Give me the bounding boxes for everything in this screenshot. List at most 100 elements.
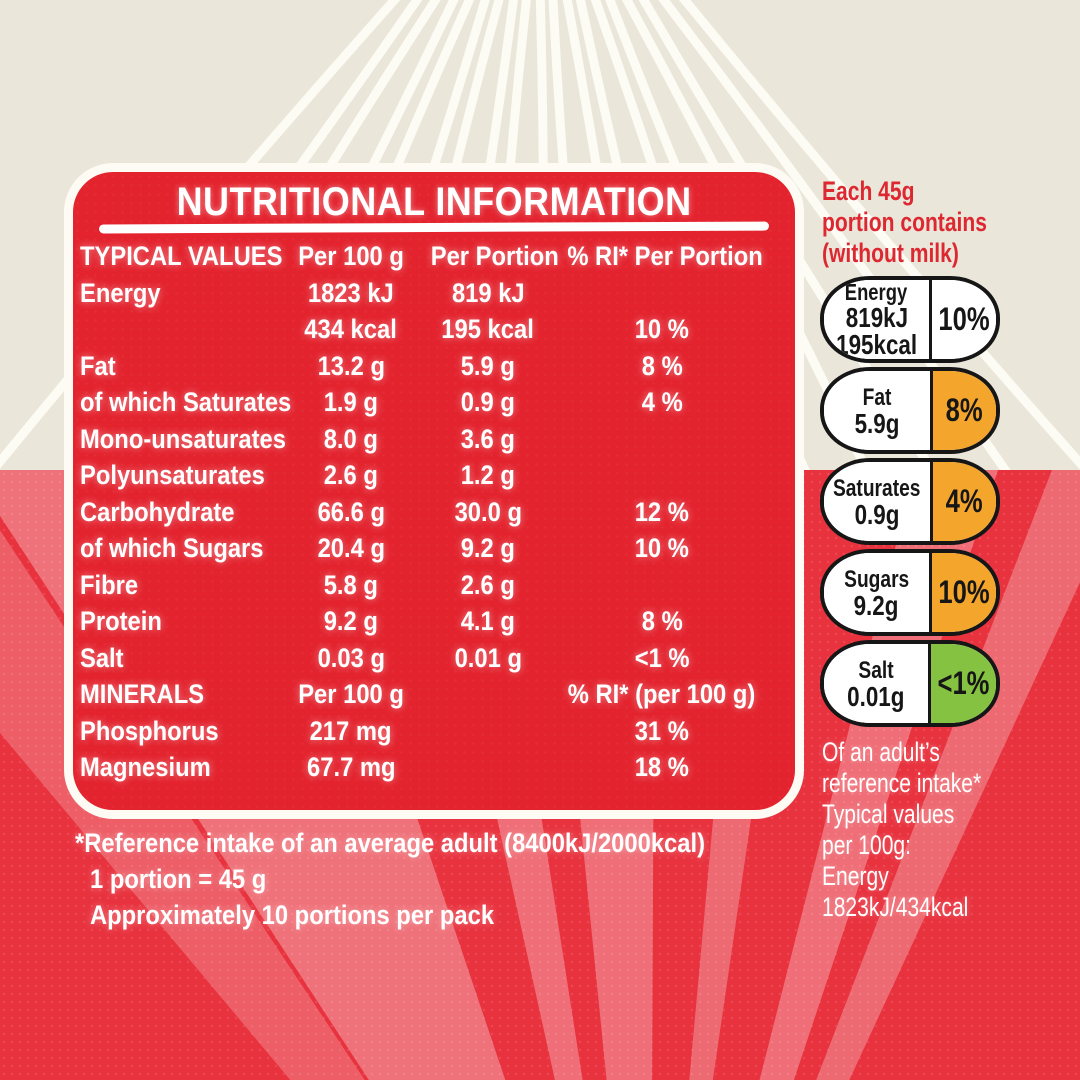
row-kcal-ri: 10 % (634, 314, 690, 344)
pill-salt-name: Salt (858, 656, 894, 684)
pill-saturates-name: Saturates (833, 474, 921, 502)
row-kcal-label (80, 311, 280, 348)
row-of-which-sugars-portion: 9.2 g (460, 533, 516, 563)
pill-energy-name: Energy (845, 279, 908, 305)
nutrition-table: TYPICAL VALUES Per 100 g Per Portion % R… (80, 238, 770, 786)
row-salt-portion: 0.01 g (454, 642, 522, 673)
row-mono-unsaturates-label: Mono-unsaturates (80, 423, 286, 454)
traffic-heading-line: (without milk) (822, 238, 959, 268)
traffic-footer-line: Energy (822, 861, 889, 891)
title-divider-brushline (98, 221, 770, 234)
traffic-pill-saturates: Saturates 0.9g 4% (820, 458, 1000, 545)
traffic-footer-line: per 100g: (822, 830, 911, 860)
pill-saturates-percent: 4% (946, 483, 983, 519)
traffic-footer-line: Of an adult’s (822, 737, 940, 767)
traffic-heading-line: Each 45g (822, 176, 915, 206)
traffic-footer: Of an adult’s reference intake* Typical va… (822, 737, 1026, 923)
pill-energy-percent: 10% (938, 301, 990, 337)
row-magnesium-portion (422, 749, 554, 786)
traffic-pill-sugars: Sugars 9.2g 10% (820, 549, 1000, 636)
pill-sugars-label-cell: Sugars 9.2g (824, 553, 932, 632)
row-of-which-saturates-ri: 4 % (641, 387, 683, 417)
row-of-which-sugars-ri: 10 % (634, 533, 690, 563)
pill-saturates-label-cell: Saturates 0.9g (824, 462, 933, 541)
row-protein-portion: 4.1 g (460, 606, 516, 636)
row-fibre-per100: 5.8 g (323, 569, 379, 600)
row-energy-ri (554, 275, 770, 312)
row-of-which-sugars-label: of which Sugars (80, 533, 264, 563)
pill-salt-amount: 0.01g (847, 680, 905, 712)
row-fibre-label: Fibre (80, 569, 139, 600)
row-of-which-sugars-per100: 20.4 g (317, 533, 385, 563)
row-kcal-per100: 434 kcal (304, 314, 398, 344)
pill-fat-percent-cell: 8% (933, 371, 996, 450)
row-mono-unsaturates-ri (554, 421, 770, 458)
row-energy-per100: 1823 kJ (308, 277, 394, 308)
panel-title: NUTRITIONAL INFORMATION (73, 180, 795, 225)
pill-saturates-amount: 0.9g (854, 498, 900, 530)
row-minerals-per100: Per 100 g (298, 679, 404, 709)
pill-fat-name: Fat (862, 383, 892, 411)
row-magnesium-label: Magnesium (80, 752, 211, 782)
column-header-per-100g: Per 100 g (298, 241, 404, 271)
row-fat-portion: 5.9 g (460, 350, 516, 381)
traffic-heading: Each 45g portion contains (without milk) (822, 176, 1034, 269)
row-phosphorus-portion (422, 713, 554, 750)
row-fat-label: Fat (80, 350, 116, 381)
column-header-typical-values: TYPICAL VALUES (80, 241, 283, 271)
row-carbohydrate-per100: 66.6 g (317, 496, 385, 527)
pill-salt-label-cell: Salt 0.01g (824, 644, 932, 723)
row-fat-ri: 8 % (641, 350, 683, 381)
row-mono-unsaturates-per100: 8.0 g (323, 423, 379, 454)
row-minerals-portion (422, 676, 554, 713)
footnote-portion-size: 1 portion = 45 g (90, 864, 267, 894)
row-salt-per100: 0.03 g (317, 642, 385, 673)
pill-energy-amount: 819kJ (845, 302, 908, 333)
traffic-pill-salt: Salt 0.01g <1% (820, 640, 1000, 727)
row-fibre-portion: 2.6 g (460, 569, 516, 600)
row-of-which-saturates-label: of which Saturates (80, 387, 292, 417)
row-of-which-saturates-portion: 0.9 g (460, 387, 516, 417)
pill-fat-amount: 5.9g (854, 407, 900, 439)
row-magnesium-ri: 18 % (634, 752, 690, 782)
row-of-which-saturates-per100: 1.9 g (323, 387, 379, 417)
pill-sugars-name: Sugars (843, 565, 910, 593)
row-energy-label: Energy (80, 277, 161, 308)
pill-sugars-percent: 10% (938, 574, 990, 610)
row-polyunsaturates-per100: 2.6 g (323, 460, 379, 490)
traffic-heading-line: portion contains (822, 207, 987, 237)
row-salt-ri: <1 % (634, 642, 690, 673)
row-phosphorus-label: Phosphorus (80, 715, 219, 746)
pill-salt-percent: <1% (937, 665, 990, 701)
pill-saturates-percent-cell: 4% (933, 462, 996, 541)
traffic-pill-energy: Energy 819kJ 195kcal 10% (820, 276, 1000, 363)
row-kcal-portion: 195 kcal (441, 314, 535, 344)
traffic-pills: Energy 819kJ 195kcal 10% Fat 5.9g 8% Saturates 0… (820, 276, 1000, 731)
row-polyunsaturates-portion: 1.2 g (460, 460, 516, 490)
pill-energy-percent-cell: 10% (931, 280, 996, 359)
panel-title-text: NUTRITIONAL INFORMATION (176, 180, 692, 224)
pill-energy-amount: 195kcal (835, 329, 917, 360)
pill-fat-percent: 8% (946, 392, 983, 428)
row-phosphorus-per100: 217 mg (310, 715, 392, 746)
row-minerals-ri: % RI* (per 100 g) (568, 679, 756, 709)
row-protein-label: Protein (80, 606, 162, 636)
row-salt-label: Salt (80, 642, 124, 673)
row-polyunsaturates-label: Polyunsaturates (80, 460, 265, 490)
traffic-pill-fat: Fat 5.9g 8% (820, 367, 1000, 454)
row-magnesium-per100: 67.7 mg (306, 752, 396, 782)
row-carbohydrate-ri: 12 % (634, 496, 690, 527)
pill-fat-label-cell: Fat 5.9g (824, 371, 933, 450)
row-energy-portion: 819 kJ (451, 277, 525, 308)
traffic-footer-line: reference intake* (822, 768, 982, 798)
row-phosphorus-ri: 31 % (634, 715, 690, 746)
row-minerals-label: MINERALS (80, 679, 205, 709)
footnote-portions-per-pack: Approximately 10 portions per pack (90, 900, 495, 930)
column-header-ri-per-portion: % RI* Per Portion (567, 241, 763, 271)
pill-salt-percent-cell: <1% (931, 644, 996, 723)
footnote-reference-intake: *Reference intake of an average adult (8… (75, 828, 705, 858)
row-protein-per100: 9.2 g (323, 606, 379, 636)
pill-sugars-percent-cell: 10% (931, 553, 996, 632)
traffic-footer-line: Typical values (822, 799, 955, 829)
